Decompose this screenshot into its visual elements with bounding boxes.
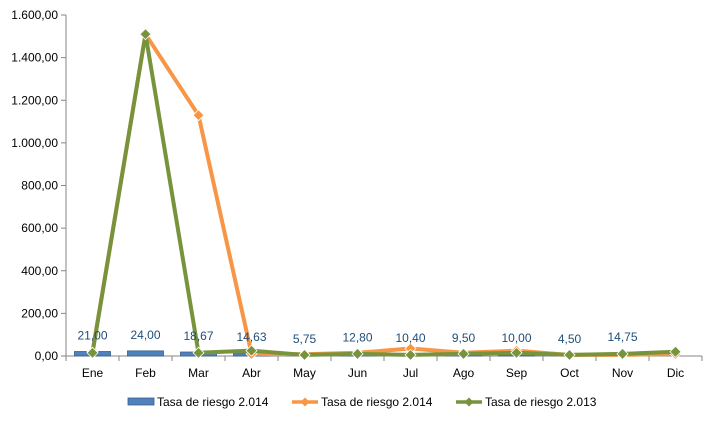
data-point-marker: [192, 109, 205, 122]
legend-label: Tasa de riesgo 2.014: [321, 395, 433, 409]
x-tick-label: Mar: [188, 366, 209, 380]
data-label: 4,50: [558, 332, 582, 346]
y-tick-label: 800,00: [21, 179, 58, 193]
data-point-marker: [616, 347, 629, 360]
y-tick-label: 0,00: [35, 349, 59, 363]
data-label: 18,67: [183, 329, 213, 343]
y-tick-label: 400,00: [21, 264, 58, 278]
legend-marker: [464, 397, 474, 407]
data-label: 10,00: [501, 331, 531, 345]
data-label: 14,75: [607, 330, 637, 344]
data-label: 24,00: [130, 328, 160, 342]
legend-swatch: [127, 397, 155, 406]
x-tick-label: Dic: [667, 366, 684, 380]
y-tick-label: 1.600,00: [11, 8, 58, 22]
data-point-marker: [245, 344, 258, 357]
y-tick-label: 1.000,00: [11, 136, 58, 150]
x-tick-label: Ene: [82, 366, 104, 380]
legend-label: Tasa de riesgo 2.014: [157, 395, 269, 409]
data-label: 9,50: [452, 331, 476, 345]
data-point-marker: [457, 347, 470, 360]
data-point-marker: [351, 347, 364, 360]
data-label: 21,00: [77, 329, 107, 343]
x-tick-label: Sep: [506, 366, 528, 380]
y-tick-label: 1.400,00: [11, 51, 58, 65]
data-point-marker: [192, 346, 205, 359]
data-point-marker: [669, 345, 682, 358]
x-tick-label: Ago: [453, 366, 475, 380]
series-line: [90, 32, 678, 357]
axes: 0,00 200,00 400,00 600,00 800,00 1.000,00 1.20…: [11, 8, 703, 380]
x-tick-label: May: [293, 366, 316, 380]
data-point-marker: [86, 346, 99, 359]
data-point-marker: [139, 28, 152, 41]
data-point-marker: [563, 348, 576, 362]
x-tick-label: Jun: [348, 366, 367, 380]
data-label: 14,63: [236, 330, 266, 344]
data-point-marker: [404, 348, 417, 362]
x-tick-label: Nov: [612, 366, 633, 380]
data-point-marker: [510, 346, 523, 359]
x-tick-label: Abr: [242, 366, 261, 380]
x-tick-label: Feb: [135, 366, 156, 380]
x-tick-label: Jul: [403, 366, 418, 380]
data-labels: 21,00 24,00 18,67 14,63 5,75 12,80 10,40 9,50 10…: [77, 328, 637, 346]
legend: Tasa de riesgo 2.014 Tasa de riesgo 2.014…: [127, 395, 597, 409]
series-line: [90, 32, 678, 357]
data-label: 10,40: [395, 331, 425, 345]
data-label: 12,80: [342, 330, 372, 344]
legend-label: Tasa de riesgo 2.013: [485, 395, 597, 409]
data-point-marker: [298, 348, 311, 362]
data-label: 5,75: [293, 332, 317, 346]
y-tick-label: 1.200,00: [11, 93, 58, 107]
x-tick-label: Oct: [560, 366, 579, 380]
y-tick-label: 600,00: [21, 221, 58, 235]
line-series: [86, 28, 682, 362]
bar: [127, 350, 164, 357]
y-tick-label: 200,00: [21, 306, 58, 320]
legend-marker: [300, 397, 310, 407]
